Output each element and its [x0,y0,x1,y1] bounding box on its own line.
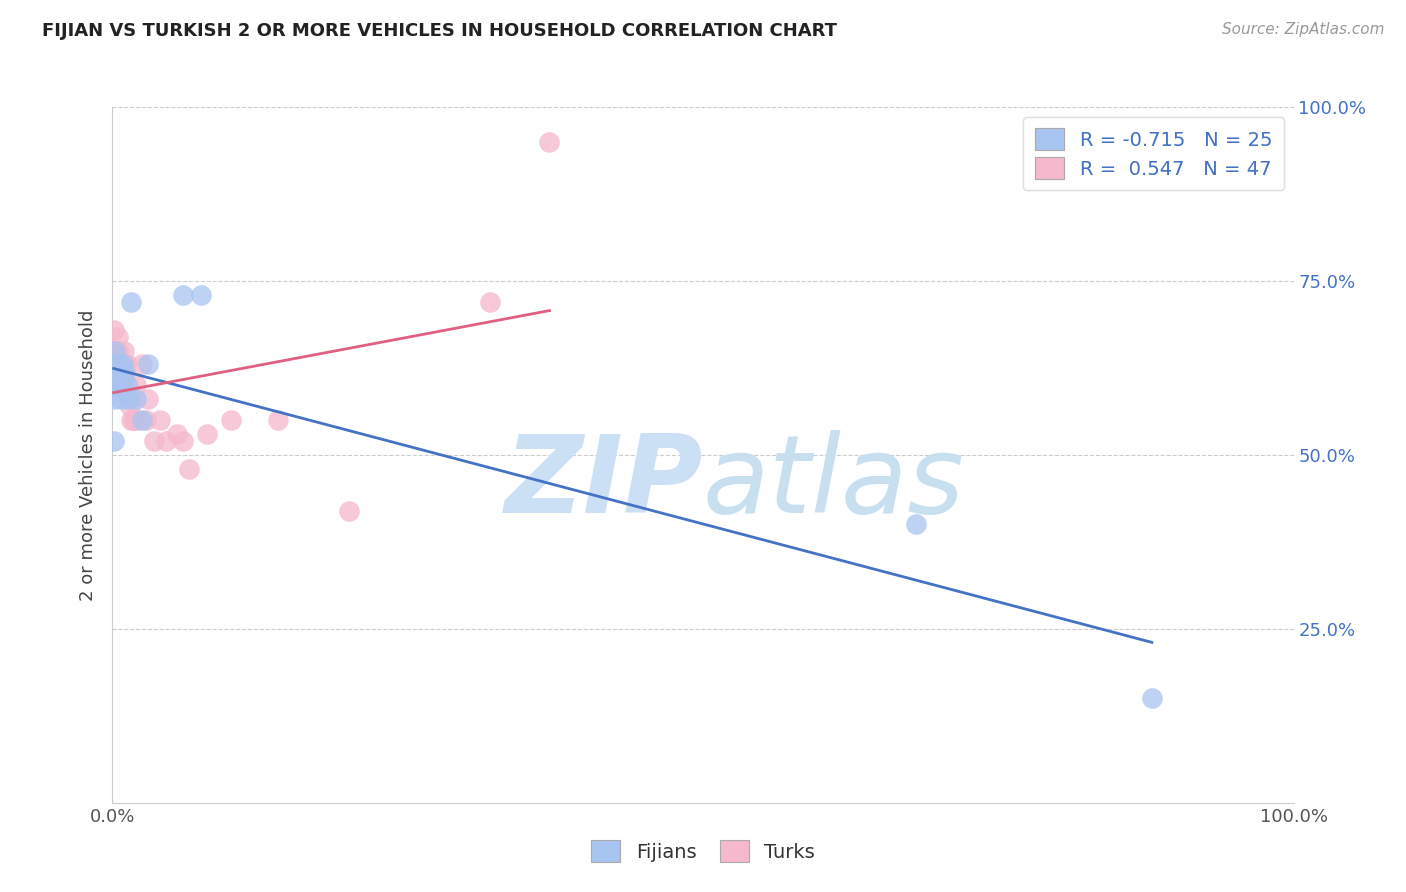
Point [103,378,125,392]
Point [125,392,148,407]
Point [127,413,149,427]
Point [219,413,242,427]
Point [115,378,138,392]
Point [105,378,128,392]
Point [115,358,138,372]
Point [149,413,172,427]
Point [110,358,132,372]
Point [142,434,165,448]
Point [136,392,159,407]
Point [105,358,128,372]
Point [105,343,128,358]
Point [103,323,125,337]
Text: Source: ZipAtlas.com: Source: ZipAtlas.com [1222,22,1385,37]
Point [103,392,125,407]
Point [112,343,135,358]
Point [108,364,131,378]
Point [111,364,134,378]
Point [103,358,125,372]
Point [172,288,194,302]
Point [117,378,139,392]
Point [104,364,127,378]
Text: atlas: atlas [703,430,965,535]
Point [110,378,132,392]
Point [110,378,132,392]
Point [114,364,136,378]
Point [103,434,125,448]
Point [111,378,134,392]
Point [107,358,129,372]
Point [112,358,135,372]
Point [479,294,502,309]
Point [105,358,128,372]
Point [120,399,142,413]
Point [103,364,125,378]
Legend: R = -0.715   N = 25, R =  0.547   N = 47: R = -0.715 N = 25, R = 0.547 N = 47 [1024,117,1284,190]
Point [105,378,128,392]
Point [111,358,134,372]
Point [120,294,142,309]
Point [135,413,157,427]
Point [107,371,129,385]
Point [190,288,212,302]
Point [155,434,177,448]
Point [104,343,127,358]
Legend: Fijians, Turks: Fijians, Turks [579,829,827,873]
Point [131,413,153,427]
Point [118,392,141,407]
Point [107,358,129,372]
Point [110,392,132,407]
Point [179,462,201,476]
Y-axis label: 2 or more Vehicles in Household: 2 or more Vehicles in Household [79,310,97,600]
Point [166,427,188,442]
Point [103,343,125,358]
Point [337,503,360,517]
Point [112,364,135,378]
Point [112,371,135,385]
Point [136,358,159,372]
Point [107,329,129,343]
Point [267,413,290,427]
Point [172,434,194,448]
Point [120,413,142,427]
Point [904,517,927,532]
Point [125,378,148,392]
Point [121,413,143,427]
Point [107,343,129,358]
Point [112,378,135,392]
Point [112,358,135,372]
Point [105,358,128,372]
Point [122,413,145,427]
Point [131,358,153,372]
Point [195,427,218,442]
Point [1140,691,1163,706]
Point [104,343,127,358]
Point [538,135,561,149]
Point [112,364,135,378]
Text: FIJIAN VS TURKISH 2 OR MORE VEHICLES IN HOUSEHOLD CORRELATION CHART: FIJIAN VS TURKISH 2 OR MORE VEHICLES IN … [42,22,837,40]
Point [118,392,141,407]
Point [108,364,131,378]
Text: ZIP: ZIP [505,430,703,536]
